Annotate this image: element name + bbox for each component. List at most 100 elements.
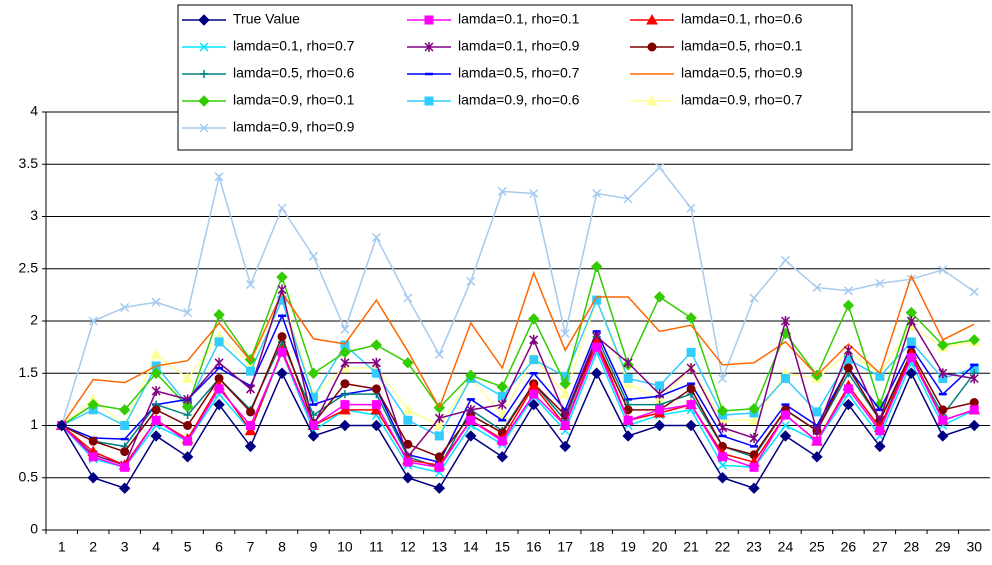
- y-tick-label: 0: [30, 521, 38, 537]
- marker: [370, 339, 383, 351]
- marker: [151, 415, 161, 425]
- marker: [465, 369, 477, 382]
- marker: [875, 278, 885, 288]
- marker: [653, 291, 666, 303]
- marker: [646, 94, 658, 106]
- marker: [623, 373, 633, 383]
- marker: [969, 373, 979, 384]
- legend-label: lamda=0.1, rho=0.1: [458, 11, 580, 27]
- marker: [308, 421, 318, 430]
- marker: [371, 384, 381, 394]
- y-tick-label: 2.5: [19, 259, 39, 275]
- marker: [497, 186, 507, 196]
- marker: [371, 357, 381, 368]
- marker: [560, 329, 570, 339]
- marker: [647, 42, 657, 52]
- marker: [937, 339, 949, 351]
- marker: [968, 334, 980, 346]
- legend-label: lamda=0.9, rho=0.9: [233, 119, 355, 135]
- x-tick-label: 19: [620, 539, 636, 555]
- marker: [150, 348, 162, 359]
- marker: [843, 363, 853, 373]
- x-tick-label: 11: [369, 539, 384, 555]
- y-tick-label: 0.5: [19, 468, 39, 484]
- marker: [905, 367, 918, 379]
- legend-label: lamda=0.9, rho=0.7: [681, 92, 803, 108]
- marker: [559, 388, 572, 399]
- series-line: [61, 334, 975, 458]
- marker: [529, 355, 539, 365]
- marker: [590, 367, 603, 379]
- x-tick-label: 12: [400, 539, 416, 555]
- x-tick-label: 2: [89, 539, 97, 555]
- marker: [718, 422, 728, 433]
- marker: [200, 70, 208, 78]
- marker: [655, 405, 665, 415]
- marker: [339, 419, 351, 432]
- x-tick-label: 25: [809, 539, 825, 555]
- marker: [749, 462, 759, 472]
- marker: [87, 398, 99, 411]
- marker: [339, 346, 351, 359]
- marker: [622, 377, 634, 389]
- marker: [183, 411, 192, 420]
- marker: [685, 419, 697, 432]
- marker: [371, 232, 381, 242]
- marker: [748, 482, 760, 494]
- marker: [843, 384, 853, 394]
- marker: [246, 421, 256, 430]
- marker: [403, 457, 413, 467]
- marker: [213, 398, 225, 411]
- marker: [433, 419, 446, 430]
- series-line: [61, 286, 975, 467]
- marker: [812, 425, 822, 436]
- series-line: [61, 371, 975, 490]
- marker: [938, 415, 948, 425]
- marker: [88, 436, 98, 446]
- x-tick-label: 16: [526, 539, 542, 555]
- marker: [749, 433, 759, 444]
- x-tick-label: 8: [278, 539, 286, 555]
- marker: [496, 451, 508, 463]
- marker: [780, 373, 790, 383]
- marker: [559, 440, 571, 453]
- marker: [749, 293, 759, 303]
- marker: [466, 415, 476, 425]
- marker: [183, 436, 193, 446]
- x-tick-label: 6: [215, 539, 223, 555]
- marker: [88, 316, 98, 326]
- marker: [937, 430, 949, 442]
- marker: [842, 398, 855, 411]
- marker: [906, 337, 916, 347]
- marker: [244, 424, 257, 436]
- x-tick-label: 30: [966, 539, 982, 555]
- marker: [424, 96, 434, 106]
- y-tick-label: 1.5: [19, 364, 39, 380]
- x-tick-label: 5: [184, 539, 192, 555]
- marker: [402, 403, 414, 415]
- marker: [151, 405, 161, 415]
- marker: [653, 419, 666, 432]
- marker: [277, 332, 287, 342]
- marker: [529, 188, 539, 199]
- marker: [780, 255, 790, 265]
- marker: [590, 260, 603, 273]
- marker: [875, 426, 885, 436]
- marker: [56, 419, 68, 432]
- legend-label: lamda=0.1, rho=0.9: [458, 38, 580, 54]
- marker: [646, 13, 658, 25]
- marker: [424, 15, 434, 25]
- marker: [812, 407, 822, 417]
- marker: [968, 419, 980, 432]
- marker: [246, 383, 256, 394]
- marker: [718, 460, 728, 470]
- marker: [277, 284, 287, 295]
- marker: [434, 431, 444, 441]
- marker: [969, 405, 979, 415]
- marker: [308, 251, 318, 261]
- x-tick-label: 15: [494, 539, 510, 555]
- marker: [529, 389, 539, 399]
- marker: [403, 293, 413, 303]
- marker: [655, 381, 665, 391]
- x-tick-label: 3: [121, 539, 129, 555]
